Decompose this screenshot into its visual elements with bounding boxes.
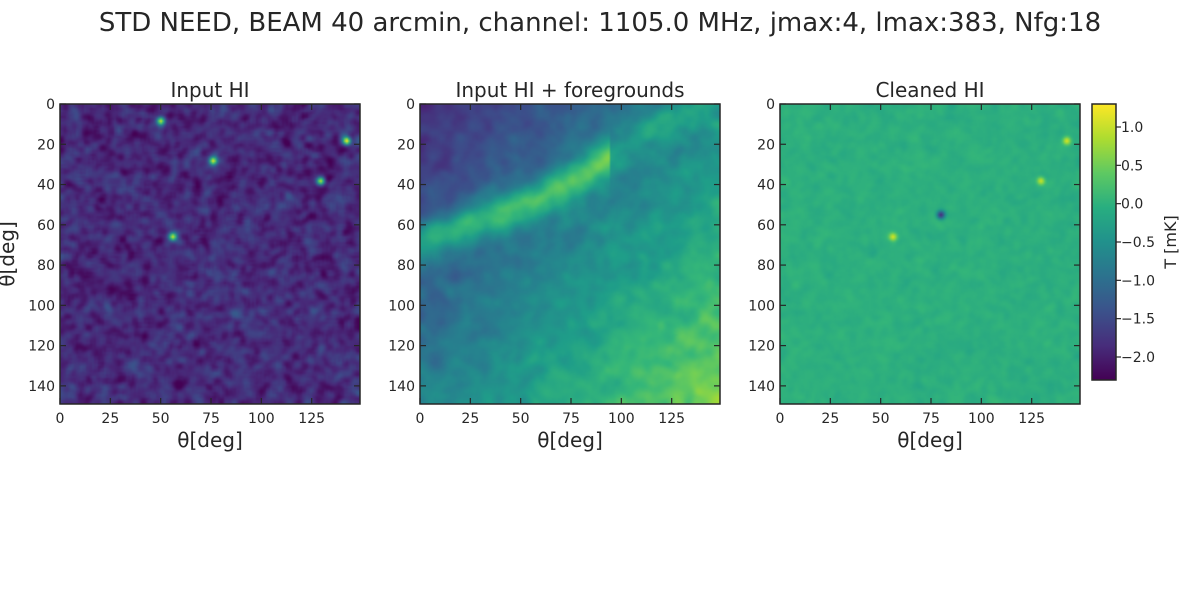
y-tick-label: 40 xyxy=(757,178,775,194)
x-tick-label: 50 xyxy=(512,411,530,427)
colorbar-tick-label: 0.5 xyxy=(1121,158,1143,174)
axes-frame xyxy=(419,103,721,405)
x-tick-label: 0 xyxy=(56,411,65,427)
x-tick-label: 25 xyxy=(821,411,839,427)
colorbar-tick-label: −2.0 xyxy=(1121,350,1155,366)
x-tick-label: 75 xyxy=(922,411,940,427)
y-ticks: 0 20 40 60 80 100 120 140 xyxy=(28,97,360,395)
x-tick-label: 125 xyxy=(658,411,685,427)
y-tick-label: 80 xyxy=(757,258,775,274)
y-tick-label: 20 xyxy=(37,137,55,153)
y-tick-label: 60 xyxy=(397,218,415,234)
y-tick-label: 60 xyxy=(37,218,55,234)
panel-title: Cleaned HI xyxy=(875,78,984,102)
x-tick-label: 50 xyxy=(872,411,890,427)
y-tick-label: 120 xyxy=(28,339,55,355)
colorbar-tick-label: −0.5 xyxy=(1121,235,1155,251)
y-tick-label: 100 xyxy=(748,298,775,314)
x-tick-label: 50 xyxy=(152,411,170,427)
y-tick-label: 80 xyxy=(397,258,415,274)
y-tick-label: 0 xyxy=(766,97,775,113)
y-tick-label: 40 xyxy=(37,178,55,194)
panel-input-hi: Input HI 0 25 50 75 100 125 0 20 40 60 80 100 120 14… xyxy=(0,78,361,452)
y-tick-label: 0 xyxy=(46,97,55,113)
x-tick-label: 25 xyxy=(461,411,479,427)
y-tick-label: 140 xyxy=(748,379,775,395)
figure-title: STD NEED, BEAM 40 arcmin, channel: 1105.… xyxy=(98,8,1102,38)
y-tick-label: 20 xyxy=(757,137,775,153)
colorbar-tick-label: 1.0 xyxy=(1121,120,1143,136)
axes-frame xyxy=(779,103,1081,405)
y-tick-label: 60 xyxy=(757,218,775,234)
axes-frame xyxy=(59,103,361,405)
x-tick-label: 75 xyxy=(202,411,220,427)
x-tick-label: 75 xyxy=(562,411,580,427)
x-ticks: 0 25 50 75 100 125 xyxy=(416,104,685,427)
y-tick-label: 100 xyxy=(28,298,55,314)
heatmap-image xyxy=(780,104,1080,404)
y-tick-label: 40 xyxy=(397,178,415,194)
y-tick-label: 80 xyxy=(37,258,55,274)
x-tick-label: 125 xyxy=(298,411,325,427)
y-tick-label: 140 xyxy=(28,379,55,395)
x-axis-label: θ[deg] xyxy=(177,428,243,452)
x-ticks: 0 25 50 75 100 125 xyxy=(56,104,325,427)
panel-input-hi-foregrounds: Input HI + foregrounds 0 25 50 75 100 125 0 20… xyxy=(388,78,721,452)
colorbar-label: T [mK] xyxy=(1161,215,1180,269)
y-ticks: 0 20 40 60 80 100 120 140 xyxy=(388,97,720,395)
x-tick-label: 100 xyxy=(968,411,995,427)
colorbar-gradient xyxy=(1092,104,1116,380)
x-tick-label: 100 xyxy=(248,411,275,427)
x-tick-label: 0 xyxy=(416,411,425,427)
x-ticks: 0 25 50 75 100 125 xyxy=(776,104,1045,427)
panel-title: Input HI xyxy=(170,78,249,102)
colorbar: 1.0 0.5 0.0 −0.5 −1.0 −1.5 −2.0 T [mK] xyxy=(1091,103,1180,381)
x-axis-label: θ[deg] xyxy=(537,428,603,452)
y-tick-label: 0 xyxy=(406,97,415,113)
x-tick-label: 100 xyxy=(608,411,635,427)
y-tick-label: 100 xyxy=(388,298,415,314)
x-axis-label: θ[deg] xyxy=(897,428,963,452)
y-tick-label: 140 xyxy=(388,379,415,395)
x-tick-label: 125 xyxy=(1018,411,1045,427)
panel-title: Input HI + foregrounds xyxy=(455,78,684,102)
y-tick-label: 120 xyxy=(748,339,775,355)
x-tick-label: 25 xyxy=(101,411,119,427)
colorbar-tick-label: −1.5 xyxy=(1121,312,1155,328)
heatmap-image xyxy=(60,104,360,404)
y-ticks: 0 20 40 60 80 100 120 140 xyxy=(748,97,1080,395)
y-tick-label: 120 xyxy=(388,339,415,355)
y-axis-label: θ[deg] xyxy=(0,221,19,287)
heatmap-image xyxy=(420,104,720,404)
x-tick-label: 0 xyxy=(776,411,785,427)
colorbar-ticks: 1.0 0.5 0.0 −0.5 −1.0 −1.5 −2.0 xyxy=(1116,120,1155,366)
y-tick-label: 20 xyxy=(397,137,415,153)
colorbar-tick-label: −1.0 xyxy=(1121,273,1155,289)
colorbar-tick-label: 0.0 xyxy=(1121,197,1143,213)
panel-cleaned-hi: Cleaned HI 0 25 50 75 100 125 0 20 40 60 80 100 120… xyxy=(748,78,1081,452)
